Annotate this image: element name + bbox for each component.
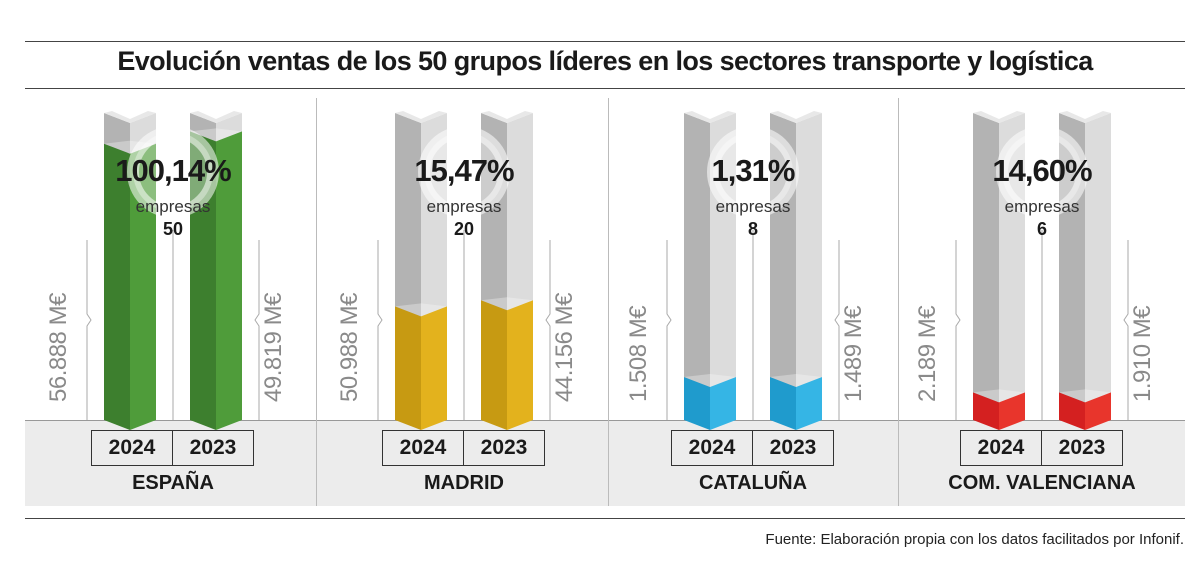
bar-2024-fill-cap bbox=[395, 303, 447, 317]
year-labels: 2024 2023 bbox=[91, 430, 254, 466]
panel-divider bbox=[316, 98, 317, 506]
bar-2023-fill-cap bbox=[190, 128, 242, 142]
top-rule bbox=[25, 41, 1185, 42]
bar-2023-fill-cap bbox=[481, 297, 533, 311]
bar-2024-column-left bbox=[684, 113, 710, 420]
year-2023-label: 2023 bbox=[463, 431, 544, 465]
year-2024-label: 2024 bbox=[399, 436, 447, 459]
value-bracket bbox=[254, 240, 260, 420]
year-labels: 2024 2023 bbox=[960, 430, 1123, 466]
region-label: CATALUÑA bbox=[698, 472, 808, 494]
change-percent: 1,31% bbox=[711, 153, 796, 188]
bar-2024-fill-left bbox=[684, 377, 710, 430]
value-bracket bbox=[834, 240, 840, 420]
empresas-count: 20 bbox=[453, 219, 475, 239]
year-labels: 2024 2023 bbox=[671, 430, 834, 466]
empresas-count: 6 bbox=[1036, 219, 1047, 239]
highlight-circle bbox=[707, 126, 799, 218]
bar-2024-column-cap bbox=[973, 111, 1025, 123]
empresas-count: 8 bbox=[747, 219, 758, 239]
chart-title: Evolución ventas de los 50 grupos lídere… bbox=[117, 46, 1093, 76]
bar-2023-column-right bbox=[1085, 113, 1111, 420]
bar-2023-column-cap bbox=[190, 111, 242, 123]
bar-2023-fill-right bbox=[216, 131, 242, 431]
year-2023-label: 2023 bbox=[752, 431, 833, 465]
value-bracket bbox=[1123, 240, 1129, 420]
bar-2024-fill-cap bbox=[973, 389, 1025, 403]
bar-2024-column-cap bbox=[684, 111, 736, 123]
bar-2023-fill-left bbox=[770, 377, 796, 430]
source-note: Fuente: Elaboración propia con los datos… bbox=[765, 531, 1184, 548]
baseline bbox=[25, 420, 1185, 421]
value-2023-label: 49.819 M€ bbox=[260, 293, 287, 402]
empresas-label: empresas bbox=[715, 197, 791, 216]
value-bracket bbox=[955, 240, 961, 420]
region-label: COM. VALENCIANA bbox=[948, 472, 1136, 494]
year-2023-label: 2023 bbox=[1041, 431, 1122, 465]
bottom-rule bbox=[25, 518, 1185, 519]
bar-2023-column-cap bbox=[1059, 111, 1111, 123]
bar-2023-fill-left bbox=[481, 300, 507, 430]
year-2024-label: 2024 bbox=[688, 436, 736, 459]
panel-divider bbox=[898, 98, 899, 506]
year-2023-label: 2023 bbox=[172, 431, 253, 465]
bar-2024-fill-left bbox=[395, 306, 421, 430]
panel-divider bbox=[608, 98, 609, 506]
value-bracket bbox=[377, 240, 383, 420]
bar-2023-fill-cap bbox=[770, 374, 822, 388]
bar-2023-column-cap bbox=[770, 111, 822, 123]
empresas-count: 50 bbox=[162, 219, 184, 239]
value-2024-label: 56.888 M€ bbox=[45, 293, 72, 402]
bar-2023-column-right bbox=[796, 113, 822, 420]
value-2023-label: 1.910 M€ bbox=[1129, 305, 1156, 402]
bar-2024-fill-right bbox=[421, 306, 447, 430]
label-band bbox=[25, 421, 1185, 506]
bar-2024-fill-right bbox=[999, 392, 1025, 430]
bar-2023-fill-right bbox=[796, 377, 822, 430]
bar-2023-fill-right bbox=[1085, 392, 1111, 430]
bar-2024-fill-cap bbox=[684, 374, 736, 388]
value-bracket bbox=[545, 240, 551, 420]
bar-2024-column-cap bbox=[395, 111, 447, 123]
region-label: ESPAÑA bbox=[132, 472, 214, 494]
year-2024-label: 2024 bbox=[108, 436, 156, 459]
highlight-circle bbox=[996, 126, 1088, 218]
bar-2024-column-cap bbox=[104, 111, 156, 123]
value-bracket bbox=[86, 240, 92, 420]
bar-2024-fill-left bbox=[973, 392, 999, 430]
bar-2024-fill-right bbox=[130, 143, 156, 430]
change-percent: 14,60% bbox=[992, 153, 1092, 188]
empresas-label: empresas bbox=[426, 197, 502, 216]
year-2024-label: 2024 bbox=[977, 436, 1025, 459]
bar-2023-fill-left bbox=[1059, 392, 1085, 430]
value-2024-label: 50.988 M€ bbox=[336, 293, 363, 402]
bar-2024-fill-left bbox=[104, 143, 130, 430]
highlight-circle bbox=[418, 126, 510, 218]
value-2024-label: 2.189 M€ bbox=[914, 305, 941, 402]
year-labels: 2024 2023 bbox=[382, 430, 545, 466]
value-2023-label: 44.156 M€ bbox=[551, 293, 578, 402]
empresas-label: empresas bbox=[1004, 197, 1080, 216]
title-rule bbox=[25, 88, 1185, 89]
bar-2024-fill-right bbox=[710, 377, 736, 430]
highlight-circle bbox=[127, 126, 219, 218]
value-bracket bbox=[666, 240, 672, 420]
region-label: MADRID bbox=[424, 472, 504, 494]
bar-2023-fill-right bbox=[507, 300, 533, 430]
empresas-label: empresas bbox=[135, 197, 211, 216]
value-2023-label: 1.489 M€ bbox=[840, 305, 867, 402]
bar-2024-column-left bbox=[973, 113, 999, 420]
bar-2023-fill-cap bbox=[1059, 389, 1111, 403]
bar-2023-column-cap bbox=[481, 111, 533, 123]
change-percent: 15,47% bbox=[414, 153, 514, 188]
value-2024-label: 1.508 M€ bbox=[625, 305, 652, 402]
change-percent: 100,14% bbox=[115, 153, 231, 188]
